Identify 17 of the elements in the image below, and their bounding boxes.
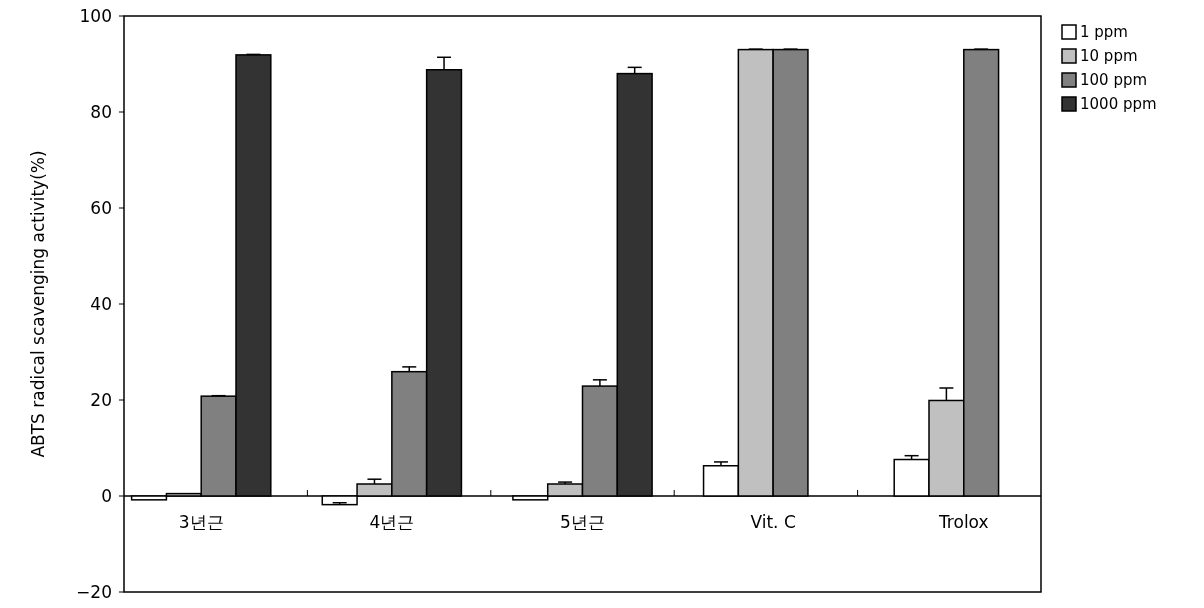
x-tick-label: 4년근 [369, 512, 415, 532]
y-tick-label: 60 [90, 197, 112, 218]
x-tick-label: 5년근 [560, 512, 605, 532]
y-tick-label: −20 [76, 581, 112, 602]
y-tick-label: 0 [101, 485, 112, 506]
y-axis-title: ABTS radical scavenging activity(%) [28, 150, 48, 458]
x-tick-label: Trolox [938, 512, 989, 532]
y-tick-label: 100 [79, 5, 112, 26]
x-tick-label: 3년근 [178, 512, 224, 532]
y-tick-label: 20 [90, 389, 112, 410]
legend-label: 1000 ppm [1080, 95, 1157, 114]
legend-label: 100 ppm [1080, 71, 1148, 90]
x-tick-label: Vit. C [750, 512, 796, 532]
y-tick-label: 40 [90, 293, 112, 314]
y-tick-label: 80 [90, 101, 112, 122]
legend-label: 10 ppm [1080, 47, 1138, 66]
legend-label: 1 ppm [1080, 23, 1128, 42]
